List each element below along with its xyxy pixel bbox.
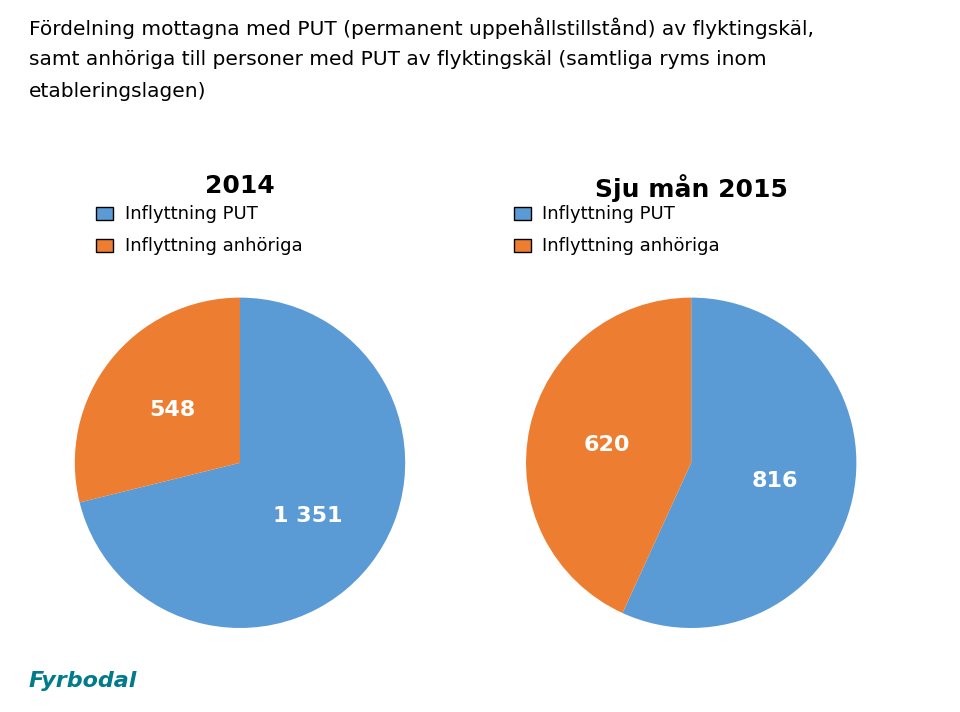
Wedge shape — [622, 298, 856, 628]
Text: 2014: 2014 — [205, 174, 275, 199]
Text: Inflyttning anhöriga: Inflyttning anhöriga — [542, 236, 720, 255]
Wedge shape — [80, 298, 405, 628]
Text: Sju mån 2015: Sju mån 2015 — [595, 174, 787, 202]
Text: samt anhöriga till personer med PUT av flyktingskäl (samtliga ryms inom: samt anhöriga till personer med PUT av f… — [29, 50, 766, 69]
Text: Inflyttning anhöriga: Inflyttning anhöriga — [125, 236, 302, 255]
Text: Fördelning mottagna med PUT (permanent uppehållstillstånd) av flyktingskäl,: Fördelning mottagna med PUT (permanent u… — [29, 18, 814, 39]
Text: 1 351: 1 351 — [273, 506, 343, 525]
Text: etableringslagen): etableringslagen) — [29, 82, 206, 101]
Text: 620: 620 — [584, 434, 631, 454]
Text: 548: 548 — [149, 400, 196, 420]
Wedge shape — [526, 298, 691, 613]
Text: Inflyttning PUT: Inflyttning PUT — [125, 204, 257, 223]
Wedge shape — [75, 298, 240, 503]
Text: 816: 816 — [752, 471, 799, 491]
Text: Fyrbodal: Fyrbodal — [29, 671, 137, 691]
Text: Inflyttning PUT: Inflyttning PUT — [542, 204, 675, 223]
